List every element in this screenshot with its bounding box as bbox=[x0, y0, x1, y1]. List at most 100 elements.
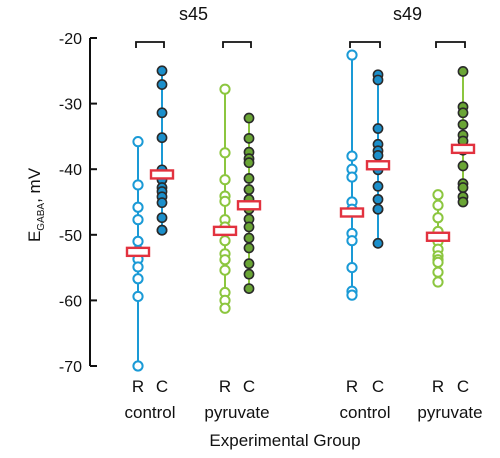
y-axis-title-main: E bbox=[25, 231, 44, 242]
data-point bbox=[219, 254, 231, 266]
group-label: pyruvate bbox=[204, 403, 269, 422]
data-point bbox=[372, 74, 384, 86]
data-point bbox=[432, 276, 444, 288]
data-point bbox=[132, 290, 144, 303]
data-point bbox=[243, 172, 255, 184]
data-point bbox=[372, 203, 384, 215]
data-point bbox=[457, 107, 469, 119]
mean-marker bbox=[236, 200, 262, 211]
x-tick-label: R bbox=[346, 377, 358, 396]
x-tick-label: C bbox=[457, 377, 469, 396]
data-point bbox=[219, 174, 231, 186]
data-point bbox=[243, 283, 255, 294]
data-point bbox=[346, 235, 358, 247]
significance-bracket bbox=[435, 41, 466, 48]
data-point bbox=[132, 179, 144, 191]
mean-marker bbox=[365, 160, 391, 171]
data-point bbox=[432, 189, 444, 201]
data-point bbox=[432, 212, 444, 224]
brackets: s45 s49 bbox=[135, 4, 466, 48]
data-point bbox=[156, 107, 168, 119]
data-point bbox=[432, 266, 444, 278]
data-point bbox=[243, 157, 255, 169]
group-1 bbox=[212, 83, 262, 314]
data-point bbox=[132, 261, 144, 273]
data-point bbox=[457, 182, 469, 193]
mean-marker bbox=[125, 246, 151, 258]
x-tick-label: C bbox=[156, 377, 168, 396]
data-point bbox=[372, 193, 384, 205]
significance-bracket bbox=[135, 41, 165, 48]
y-axis-title-unit: , mV bbox=[25, 167, 44, 203]
data-point bbox=[132, 273, 144, 285]
y-tick-label: -30 bbox=[59, 97, 82, 114]
data-point bbox=[243, 268, 255, 280]
data-point bbox=[372, 150, 384, 161]
data-point bbox=[156, 197, 168, 209]
mean-marker bbox=[212, 225, 238, 237]
bracket-label: s49 bbox=[393, 4, 422, 24]
group-2 bbox=[339, 49, 391, 301]
y-tick-label: -70 bbox=[59, 359, 82, 376]
data-point bbox=[432, 256, 444, 268]
data-point bbox=[243, 242, 255, 254]
significance-bracket bbox=[222, 41, 252, 48]
data-point bbox=[457, 160, 469, 172]
data-point bbox=[132, 360, 144, 372]
data-point bbox=[243, 112, 255, 124]
mean-marker bbox=[149, 169, 175, 180]
x-tick-label: C bbox=[372, 377, 384, 396]
data-point bbox=[346, 262, 358, 274]
data-point bbox=[243, 258, 255, 270]
data-point bbox=[372, 123, 384, 134]
data-point bbox=[132, 235, 144, 247]
plot-area bbox=[125, 49, 476, 372]
data-point bbox=[346, 171, 358, 183]
data-point bbox=[243, 184, 255, 195]
y-tick-label: -60 bbox=[59, 293, 82, 310]
significance-bracket bbox=[349, 41, 381, 48]
data-point bbox=[156, 65, 168, 77]
group-3 bbox=[425, 66, 476, 288]
data-point bbox=[457, 66, 469, 77]
data-point bbox=[132, 136, 144, 148]
group-label: control bbox=[339, 403, 390, 422]
y-tick-label: -40 bbox=[59, 162, 82, 179]
data-point bbox=[156, 132, 168, 144]
data-point bbox=[372, 180, 384, 192]
bracket-label: s45 bbox=[179, 4, 208, 24]
group-label: pyruvate bbox=[417, 403, 482, 422]
data-point bbox=[156, 212, 168, 224]
data-point bbox=[432, 199, 444, 211]
y-tick-label: -20 bbox=[59, 31, 82, 48]
mean-marker bbox=[450, 143, 476, 155]
data-point bbox=[219, 147, 231, 159]
data-point bbox=[219, 302, 231, 314]
y-axis: -20 -30 -40 -50 -60 -70 bbox=[59, 31, 97, 376]
y-tick-label: -50 bbox=[59, 228, 82, 245]
data-point bbox=[372, 237, 384, 249]
data-point bbox=[132, 201, 144, 213]
data-point bbox=[346, 150, 358, 162]
data-point bbox=[219, 264, 231, 276]
mean-marker bbox=[425, 231, 451, 242]
x-tick-label: R bbox=[432, 377, 444, 396]
group-label: control bbox=[124, 403, 175, 422]
data-point bbox=[243, 221, 255, 233]
data-point bbox=[346, 289, 358, 301]
x-tick-label: R bbox=[219, 377, 231, 396]
data-point bbox=[132, 214, 144, 226]
data-point bbox=[156, 224, 168, 236]
data-point bbox=[457, 119, 469, 130]
data-point bbox=[346, 49, 358, 61]
group-0 bbox=[125, 65, 175, 372]
data-point bbox=[457, 196, 469, 208]
data-point bbox=[219, 235, 231, 247]
data-point bbox=[243, 132, 255, 144]
y-axis-title: EGABA, mV bbox=[25, 167, 47, 242]
data-point bbox=[219, 195, 231, 207]
data-point bbox=[219, 83, 231, 95]
data-point bbox=[243, 232, 255, 244]
